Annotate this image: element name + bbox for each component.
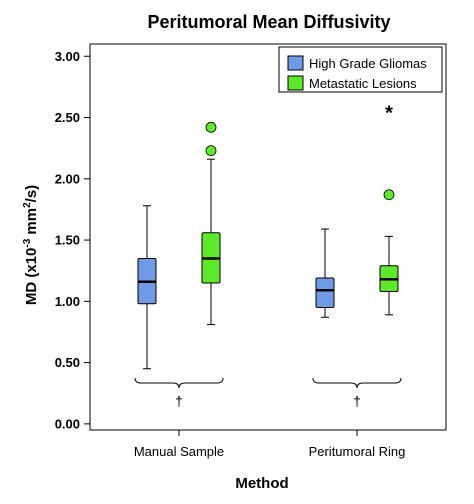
y-axis-label-exponent: -3	[22, 238, 33, 247]
plot-area	[89, 43, 447, 431]
box-iqr	[315, 277, 335, 308]
outlier-point	[205, 121, 217, 133]
group-annotations: † †	[134, 377, 402, 409]
group-brace	[312, 377, 402, 389]
legend-frame	[278, 46, 443, 93]
y-axis-label-unit-exponent: 2	[22, 202, 33, 208]
y-axis: 0.00 0.50 1.00 1.50 2.00 2.50 3.00	[55, 49, 90, 431]
x-tick-label: Peritumoral Ring	[309, 444, 406, 459]
y-tick-label: 1.00	[55, 294, 80, 309]
y-axis-label-suffix: /s)	[23, 185, 40, 203]
boxes: *	[137, 102, 399, 370]
box	[315, 228, 335, 318]
x-axis-label: Method	[235, 475, 288, 492]
box: *	[379, 102, 399, 316]
box	[137, 205, 157, 370]
x-axis: Manual Sample Peritumoral Ring	[134, 430, 406, 459]
y-axis-label-unit: mm	[23, 208, 40, 239]
legend: High Grade Gliomas Metastatic Lesions	[278, 46, 443, 93]
extreme-point: *	[385, 102, 393, 124]
legend-swatch	[287, 75, 304, 91]
y-tick-label: 2.00	[55, 171, 80, 186]
legend-label: High Grade Gliomas	[309, 56, 427, 71]
legend-label: Metastatic Lesions	[309, 76, 417, 91]
y-tick-label: 0.00	[55, 416, 80, 431]
box	[201, 121, 221, 326]
y-axis-label-prefix: MD (x10	[23, 248, 40, 306]
legend-swatch	[287, 55, 304, 71]
y-tick-label: 2.50	[55, 110, 80, 125]
significance-marker: †	[353, 393, 361, 409]
significance-marker: †	[175, 393, 183, 409]
chart-title: Peritumoral Mean Diffusivity	[147, 12, 390, 32]
group-brace	[134, 377, 224, 389]
outlier-point	[205, 145, 217, 157]
y-tick-label: 0.50	[55, 355, 80, 370]
y-axis-label: MD (x10-3 mm2/s)	[22, 185, 40, 305]
outlier-point	[383, 189, 395, 201]
x-tick-label: Manual Sample	[134, 444, 224, 459]
y-tick-label: 1.50	[55, 233, 80, 248]
y-tick-label: 3.00	[55, 49, 80, 64]
